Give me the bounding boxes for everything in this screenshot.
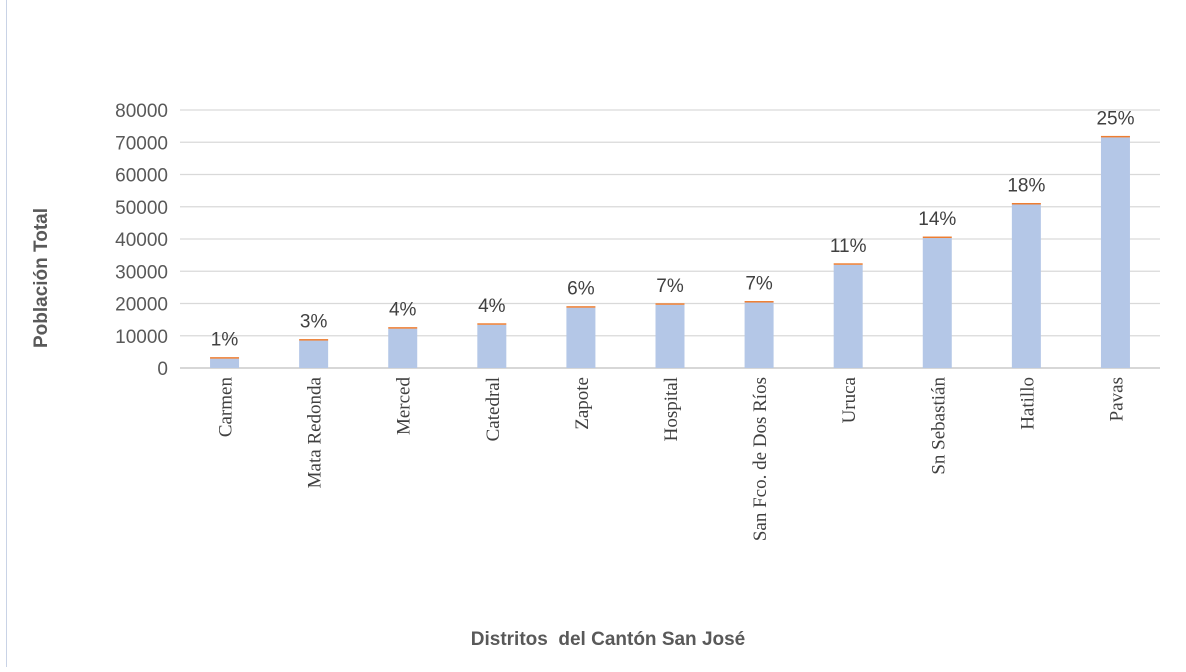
bar [566, 308, 595, 368]
bar [210, 359, 239, 368]
bar [299, 341, 328, 368]
y-tick-label: 60000 [115, 166, 168, 187]
x-tick-label: Carmen [216, 377, 237, 438]
percent-label: 6% [567, 279, 595, 300]
x-tick-label: Hospital [661, 377, 682, 441]
bar-cap [388, 327, 417, 329]
bar-cap [1101, 136, 1130, 138]
percent-label: 18% [1007, 175, 1045, 196]
percent-label: 3% [300, 312, 328, 333]
x-tick-label: Sn Sebastián [928, 377, 949, 475]
y-tick-label: 0 [157, 359, 168, 380]
bar-cap [656, 303, 685, 305]
frame-left-border [6, 0, 7, 667]
x-axis-ticks: Carmen Mata Redonda Merced Catedral Zapote Ho… [216, 376, 1128, 541]
bar-cap [745, 301, 774, 303]
x-tick-label: Zapote [572, 377, 593, 430]
y-tick-label: 20000 [115, 295, 168, 316]
percent-label: 4% [389, 300, 417, 321]
bar [1101, 137, 1130, 368]
percent-label: 14% [918, 209, 956, 230]
x-tick-label: Catedral [483, 377, 504, 441]
bar [834, 265, 863, 368]
bar-cap [210, 357, 239, 359]
bars [210, 136, 1130, 368]
y-tick-label: 10000 [115, 327, 168, 348]
bar-cap [1012, 203, 1041, 205]
y-axis-ticks: 0 10000 20000 30000 40000 50000 60000 70000 8000… [115, 101, 168, 380]
bar-cap [923, 237, 952, 239]
bar [923, 238, 952, 368]
bar-cap [834, 263, 863, 265]
percent-label: 1% [211, 330, 239, 351]
x-tick-label: Uruca [839, 376, 860, 423]
bar [477, 325, 506, 368]
bar-cap [299, 339, 328, 341]
y-tick-label: 30000 [115, 262, 168, 283]
x-tick-label: Mata Redonda [305, 376, 326, 488]
percent-label: 7% [745, 274, 773, 295]
y-tick-label: 40000 [115, 230, 168, 251]
bar-cap [566, 306, 595, 308]
x-tick-label: Merced [394, 377, 415, 436]
y-axis-title: Población Total [31, 208, 52, 348]
bar-cap [477, 323, 506, 325]
bar [388, 329, 417, 368]
x-tick-label: San Fco. de Dos Ríos [750, 377, 771, 541]
percent-label: 7% [656, 276, 684, 297]
percent-label: 11% [830, 236, 867, 257]
bar [1012, 204, 1041, 368]
bar [656, 305, 685, 368]
x-tick-label: Pavas [1106, 377, 1127, 421]
percent-label: 25% [1096, 108, 1134, 129]
bar [745, 303, 774, 368]
percent-label: 4% [478, 296, 506, 317]
y-tick-label: 80000 [115, 101, 168, 122]
x-axis-title: Distritos del Cantón San José [471, 629, 746, 650]
y-tick-label: 70000 [115, 133, 168, 154]
y-tick-label: 50000 [115, 198, 168, 219]
x-tick-label: Hatillo [1017, 377, 1038, 430]
